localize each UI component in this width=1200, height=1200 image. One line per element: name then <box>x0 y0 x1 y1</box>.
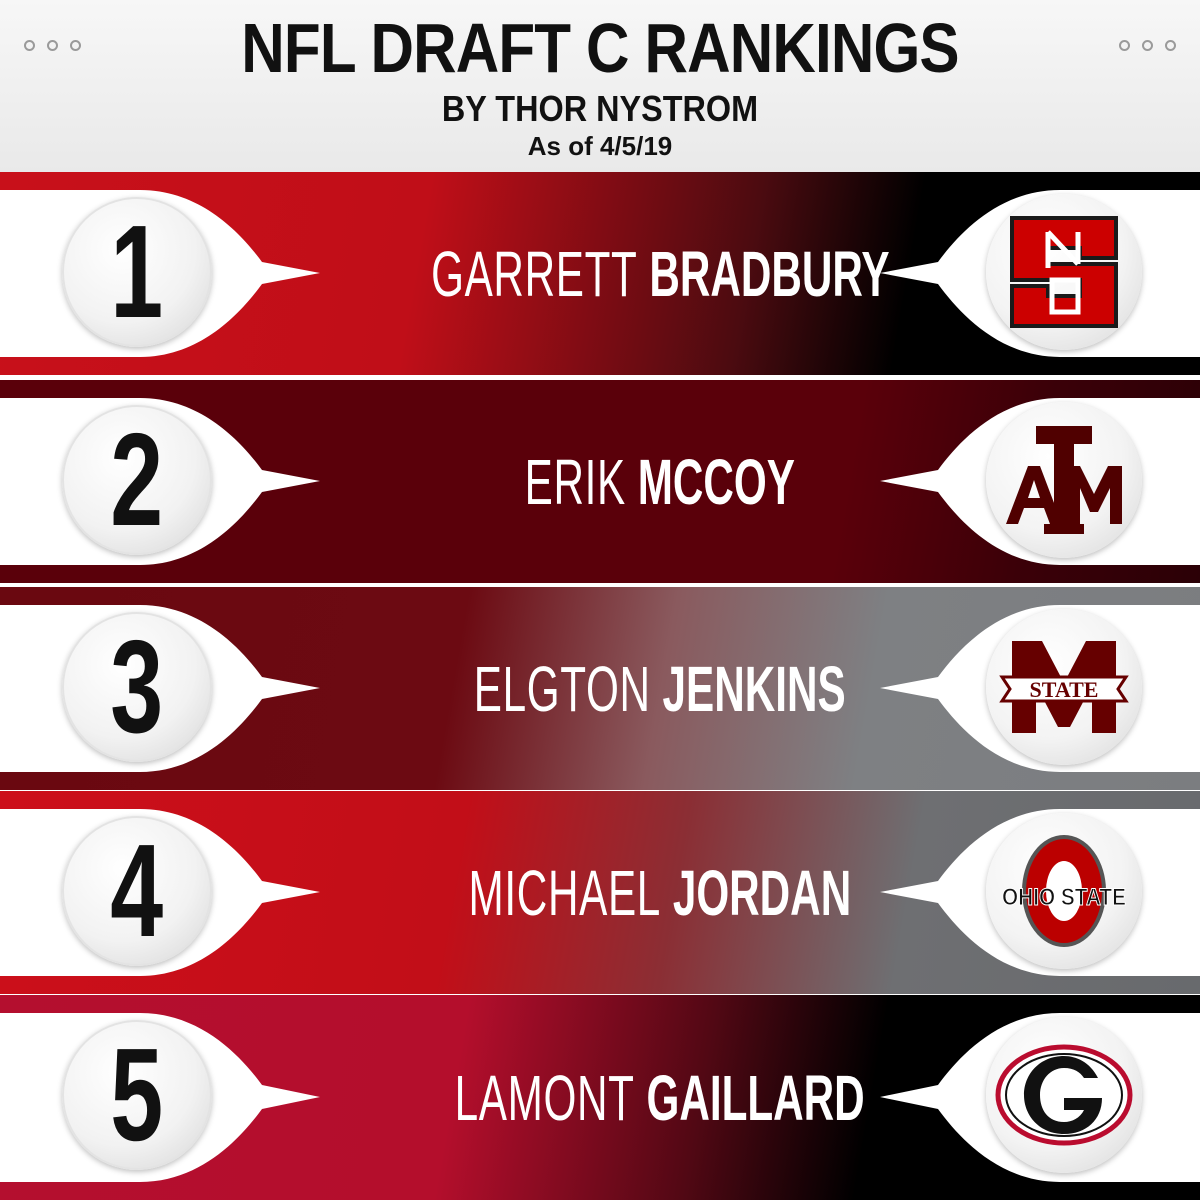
player-name: GARRETT BRADBURY <box>400 172 920 375</box>
player-last-name: BRADBURY <box>649 237 890 310</box>
player-first-name: ELGTON <box>474 652 651 725</box>
player-first-name: GARRETT <box>430 237 638 310</box>
ohio-state-text: OHIO STATE <box>1002 884 1126 911</box>
rank-number: 3 <box>110 613 164 760</box>
ohio-state-logo: OHIO STATE <box>986 813 1142 969</box>
msu-banner-text: STATE <box>1030 677 1099 702</box>
georgia-logo <box>986 1017 1142 1173</box>
byline: BY THOR NYSTROM <box>441 88 759 129</box>
rank-badge: 1 <box>62 197 212 347</box>
page-title: NFL DRAFT C RANKINGS <box>241 9 959 87</box>
rank-badge: 2 <box>62 405 212 555</box>
mississippi-state-logo: STATE <box>986 609 1142 765</box>
date-label: As of 4/5/19 <box>527 131 673 161</box>
decorative-dots-right <box>1119 40 1176 51</box>
rank-number: 4 <box>110 817 164 964</box>
player-first-name: LAMONT <box>454 1061 635 1134</box>
ranking-row-5: 5 LAMONT GAILLARD <box>0 995 1200 1200</box>
player-name: LAMONT GAILLARD <box>400 995 920 1200</box>
rank-badge: 5 <box>62 1020 212 1170</box>
ranking-row-3: 3 ELGTON JENKINS STATE <box>0 587 1200 790</box>
player-last-name: MCCOY <box>637 445 796 518</box>
player-last-name: GAILLARD <box>646 1061 866 1134</box>
rank-badge: 4 <box>62 816 212 966</box>
header: NFL DRAFT C RANKINGS BY THOR NYSTROM As … <box>0 0 1200 172</box>
ranking-row-1: 1 GARRETT BRADBURY <box>0 172 1200 375</box>
player-name: MICHAEL JORDAN <box>400 791 920 994</box>
texas-am-logo <box>986 402 1142 558</box>
rank-number: 5 <box>110 1021 164 1168</box>
rank-number: 2 <box>110 406 164 553</box>
player-name: ELGTON JENKINS <box>400 587 920 790</box>
rank-number: 1 <box>110 198 164 345</box>
player-first-name: MICHAEL <box>468 856 662 929</box>
player-name: ERIK MCCOY <box>400 380 920 583</box>
decorative-dots-left <box>24 40 81 51</box>
player-first-name: ERIK <box>524 445 627 518</box>
nc-state-logo <box>986 194 1142 350</box>
rank-badge: 3 <box>62 612 212 762</box>
player-last-name: JORDAN <box>672 856 852 929</box>
ranking-row-2: 2 ERIK MCCOY <box>0 380 1200 583</box>
player-last-name: JENKINS <box>662 652 846 725</box>
ranking-row-4: 4 MICHAEL JORDAN OHIO STATE <box>0 791 1200 994</box>
